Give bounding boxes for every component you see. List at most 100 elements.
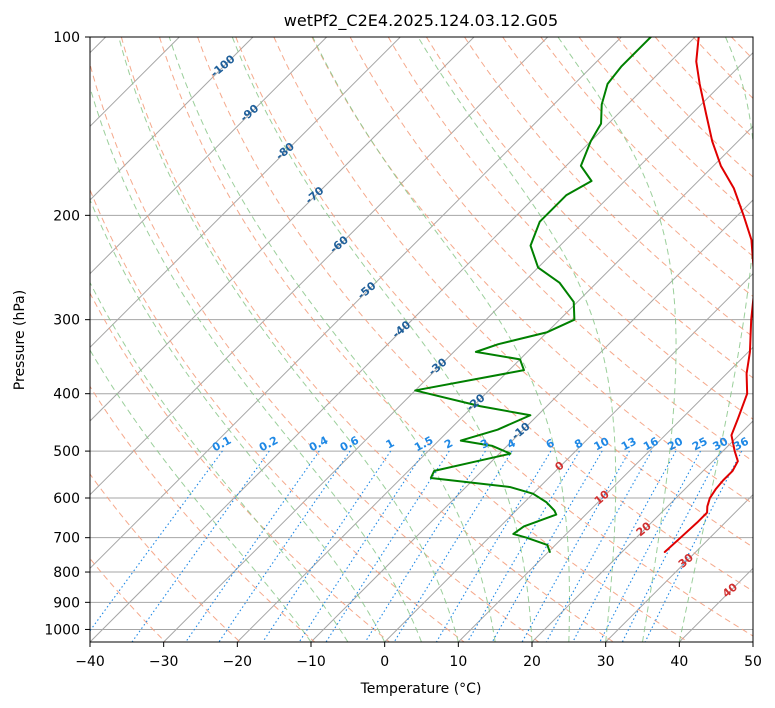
isotherm-line (384, 272, 753, 642)
y-tick-label: 700 (53, 531, 80, 547)
dry-adiabat-line (159, 37, 689, 642)
moist-adiabat-line (90, 85, 422, 642)
x-tick-label: −20 (223, 654, 253, 670)
y-axis-ticks: 100 200 300 400 500 600 700 800 900 1000 (44, 30, 90, 638)
mixing-ratio-line (491, 450, 603, 642)
y-tick-label: 800 (53, 565, 80, 581)
dry-adiabat-line (425, 37, 753, 379)
x-tick-label: 10 (449, 654, 467, 670)
dry-adiabat-line (90, 62, 540, 642)
isotherm-line (90, 37, 549, 496)
moist-adiabat-line (557, 37, 677, 642)
moist-adiabat-line (90, 281, 349, 642)
mixing-ratio-line (435, 450, 552, 642)
x-tick-label: 30 (597, 654, 615, 670)
mixing-ratio-line (325, 450, 450, 642)
mixing-ratio-line (218, 450, 351, 642)
mixing-ratio-line (298, 450, 425, 642)
x-tick-label: 20 (523, 654, 541, 670)
mixing-ratio-line (467, 450, 580, 642)
isotherm-line (752, 641, 753, 642)
dry-adiabat-line (770, 37, 775, 642)
mixing-ratio-label: 1 (384, 436, 397, 451)
isotherm-line (310, 199, 753, 642)
x-tick-label: −10 (296, 654, 326, 670)
y-tick-label: 100 (53, 30, 80, 46)
isotherm-label: 20 (634, 519, 654, 539)
y-tick-label: 400 (53, 387, 80, 403)
y-tick-label: 500 (53, 444, 80, 460)
y-axis-label: Pressure (hPa) (12, 290, 28, 390)
sounding-lines (414, 37, 753, 553)
isotherm-line (457, 346, 753, 642)
mixing-ratio-line (599, 450, 702, 642)
dewpoint-line (414, 37, 652, 553)
isotherm-line (90, 37, 622, 570)
isotherm-line (678, 567, 753, 642)
dry-adiabat-line (235, 37, 753, 592)
mixing-ratio-label: 16 (641, 435, 661, 454)
moist-adiabat-line (118, 37, 459, 642)
x-tick-label: 50 (744, 654, 762, 670)
dry-adiabat-line (90, 473, 241, 642)
y-tick-label: 300 (53, 313, 80, 329)
isotherm-line (90, 37, 401, 349)
x-axis-label: Temperature (°C) (360, 681, 482, 697)
y-tick-label: 1000 (44, 622, 80, 638)
y-tick-label: 200 (53, 208, 80, 224)
dry-adiabat-line (273, 37, 753, 548)
mixing-ratio-line (90, 450, 223, 632)
mixing-ratio-label: 20 (665, 435, 685, 454)
dry-adiabat-line (692, 37, 753, 99)
mixing-ratio-label: 3 (478, 436, 491, 451)
mixing-ratio-label: 36 (731, 435, 751, 454)
mixing-ratio-label: 10 (592, 435, 612, 454)
moist-adiabat-line (90, 349, 312, 642)
chart-title: wetPf2_C2E4.2025.124.03.12.G05 (284, 11, 558, 31)
isotherm-label: 30 (676, 551, 696, 571)
isotherm-label: 40 (720, 580, 740, 600)
mixing-ratio-label: 2 (442, 436, 455, 451)
isotherm-line (90, 37, 254, 201)
dry-adiabat-line (90, 292, 390, 642)
dry-adiabat-line (197, 37, 753, 637)
y-tick-label: 600 (53, 491, 80, 507)
mixing-ratio-line (262, 450, 392, 642)
mixing-ratio-line (393, 450, 513, 642)
mixing-ratio-label: 25 (690, 435, 710, 454)
isotherm-line (90, 37, 328, 275)
x-tick-label: 0 (380, 654, 389, 670)
isotherm-line (605, 493, 753, 642)
isotherm-line (90, 37, 475, 422)
background-lines (90, 37, 775, 642)
isotherm-line (90, 37, 696, 642)
dry-adiabat-line (120, 37, 614, 642)
x-tick-label: 40 (670, 654, 688, 670)
isotherm-line (163, 51, 753, 642)
dry-adiabat-line (578, 37, 753, 218)
mixing-ratio-line (572, 450, 677, 642)
moist-adiabat-line (417, 37, 617, 642)
moist-adiabat-line (678, 37, 753, 642)
mixing-ratio-label: 13 (619, 435, 639, 454)
dry-adiabat-line (654, 37, 753, 139)
dry-adiabat-line (311, 37, 753, 505)
dry-adiabat-line (349, 37, 753, 462)
mixing-ratio-label: 30 (711, 435, 731, 454)
temperature-line (663, 37, 753, 553)
dry-adiabat-line (90, 385, 316, 642)
moist-adiabat-line (90, 198, 386, 642)
isotherm-line (236, 125, 753, 642)
x-tick-label: −40 (75, 654, 105, 670)
mixing-ratio-line (131, 450, 270, 642)
y-tick-label: 900 (53, 595, 80, 611)
isotherm-line (531, 420, 753, 642)
mixing-ratio-line (644, 450, 743, 642)
x-axis-ticks: −40 −30 −20 −10 0 10 20 30 40 50 (75, 642, 762, 670)
mixing-ratio-line (364, 450, 486, 642)
dry-adiabat-line (540, 37, 753, 257)
x-tick-label: −30 (149, 654, 179, 670)
dry-adiabat-line (387, 37, 753, 420)
isotherm-label: 10 (592, 487, 612, 507)
